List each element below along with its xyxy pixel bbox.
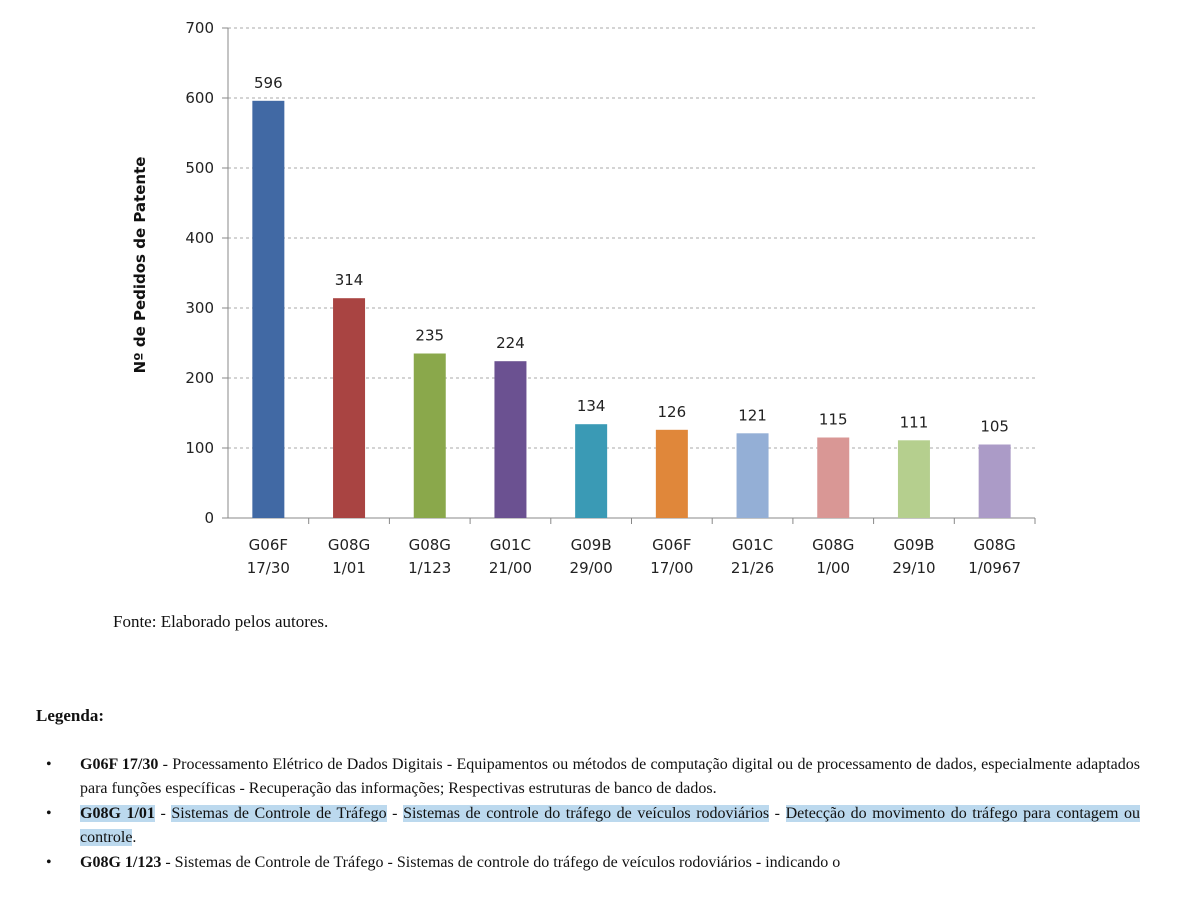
legend-separator: - [158, 756, 173, 773]
bar [575, 424, 608, 518]
bar [252, 100, 285, 519]
x-tick-label: 21/00 [489, 559, 532, 577]
legend-code: G08G 1/123 [80, 854, 162, 871]
y-tick-label: 600 [185, 89, 214, 107]
x-tick-label: G08G [328, 536, 370, 554]
y-tick-label: 300 [185, 299, 214, 317]
data-label: 134 [577, 397, 606, 415]
legend-title: Legenda: [36, 706, 104, 725]
legend-list: • G06F 17/30 - Processamento Elétrico de… [36, 753, 1141, 876]
bars [252, 100, 1011, 519]
bar-chart: 596 314 235 224 134 126 121 115 111 105 G06F 17/30… [131, 19, 1036, 577]
legend-description: Processamento Elétrico de Dados Digitais… [80, 756, 1141, 797]
bar [413, 353, 446, 518]
data-label: 121 [738, 406, 767, 424]
data-label: 126 [658, 403, 687, 421]
x-tick-label: G08G [409, 536, 451, 554]
y-tick-label: 100 [185, 439, 214, 457]
figure-source: Fonte: Elaborado pelos autores. [113, 612, 329, 631]
data-label: 596 [254, 74, 283, 92]
y-tick-label: 0 [204, 509, 214, 527]
x-tick-labels: G06F 17/30 G08G 1/01 G08G 1/123 G01C 21/00 G09B 2… [247, 536, 1021, 577]
bar [655, 429, 688, 518]
x-tick-label: G01C [732, 536, 773, 554]
x-tick-label: 1/00 [816, 559, 850, 577]
x-tick-label: 17/30 [247, 559, 290, 577]
x-tick-label: G08G [812, 536, 854, 554]
y-tick-label: 200 [185, 369, 214, 387]
data-label: 115 [819, 411, 848, 429]
x-tick-label: G06F [652, 536, 691, 554]
legend-description: Sistemas de Controle de Tráfego - Sistem… [174, 854, 841, 871]
data-label: 224 [496, 334, 525, 352]
legend-item: • G08G 1/01 - Sistemas de Controle de Tr… [36, 802, 1141, 850]
legend-separator: - [161, 854, 175, 871]
data-label: 111 [900, 413, 929, 431]
x-tick-label: G09B [893, 536, 934, 554]
x-tick-label: 17/00 [650, 559, 693, 577]
data-label: 105 [980, 418, 1009, 436]
x-tick-label: 29/00 [570, 559, 613, 577]
x-tick-label: G09B [571, 536, 612, 554]
bar [817, 437, 850, 518]
x-tick-label: G08G [973, 536, 1015, 554]
bullet-icon: • [46, 805, 52, 822]
y-tick-label: 400 [185, 229, 214, 247]
x-tick-label: 1/123 [408, 559, 451, 577]
x-tick-label: G01C [490, 536, 531, 554]
x-tick-label: 21/26 [731, 559, 774, 577]
legend-highlight-3: tráfego de veículos rodoviários [565, 805, 770, 822]
legend-item: • G08G 1/123 - Sistemas de Controle de T… [36, 851, 1140, 875]
data-label: 235 [415, 327, 444, 345]
legend-highlight-1: Sistemas de Controle de Tráfego [171, 805, 387, 822]
y-tick-label: 700 [185, 19, 214, 37]
legend-code: G06F 17/30 [80, 756, 159, 773]
y-axis-label: Nº de Pedidos de Patente [131, 157, 149, 374]
y-tick-label: 500 [185, 159, 214, 177]
x-tick-label: 1/0967 [968, 559, 1021, 577]
bullet-icon: • [46, 756, 52, 773]
bar [978, 444, 1011, 518]
bar [736, 433, 769, 518]
legend-separator: - [154, 805, 172, 822]
x-tick-label: 29/10 [892, 559, 935, 577]
legend-highlight-2: Sistemas de controle do [403, 805, 566, 822]
x-tick-label: 1/01 [332, 559, 366, 577]
legend-code: G08G 1/01 [80, 805, 155, 822]
bullet-icon: • [46, 854, 52, 871]
legend-separator: - [386, 805, 404, 822]
data-labels: 596 314 235 224 134 126 121 115 111 105 [254, 74, 1009, 436]
legend-separator: - [769, 805, 786, 822]
legend-end: . [132, 829, 137, 846]
y-tick-labels: 0 100 200 300 400 500 600 700 [185, 19, 214, 527]
bar [897, 440, 930, 518]
x-tick-label: G06F [249, 536, 288, 554]
bar [494, 361, 527, 518]
bar [333, 298, 366, 518]
legend-item: • G06F 17/30 - Processamento Elétrico de… [36, 753, 1140, 801]
data-label: 314 [335, 271, 364, 289]
